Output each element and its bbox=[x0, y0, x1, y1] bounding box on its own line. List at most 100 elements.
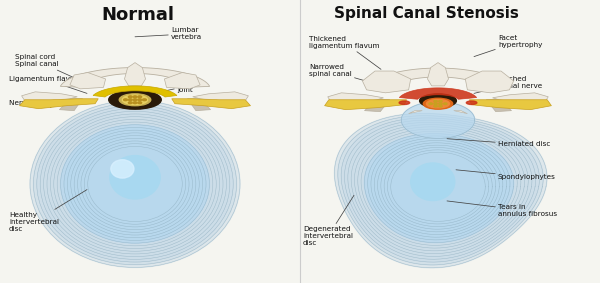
Ellipse shape bbox=[30, 100, 240, 267]
Ellipse shape bbox=[399, 101, 410, 104]
Circle shape bbox=[138, 96, 142, 98]
Polygon shape bbox=[454, 111, 467, 114]
Circle shape bbox=[128, 96, 132, 98]
Text: Healthy
intervertebral
disc: Healthy intervertebral disc bbox=[9, 190, 87, 232]
Ellipse shape bbox=[57, 122, 213, 246]
Polygon shape bbox=[427, 63, 448, 86]
Polygon shape bbox=[377, 143, 499, 232]
Polygon shape bbox=[470, 100, 551, 110]
Circle shape bbox=[429, 103, 433, 104]
Text: Lumbar
vertebra: Lumbar vertebra bbox=[135, 27, 202, 40]
Polygon shape bbox=[70, 72, 106, 89]
Polygon shape bbox=[164, 72, 200, 89]
Polygon shape bbox=[338, 116, 543, 265]
Polygon shape bbox=[391, 152, 485, 221]
Ellipse shape bbox=[81, 141, 189, 227]
Ellipse shape bbox=[110, 156, 160, 199]
Text: Facet
joint: Facet joint bbox=[153, 80, 196, 93]
Polygon shape bbox=[344, 120, 536, 259]
Ellipse shape bbox=[40, 109, 230, 259]
Ellipse shape bbox=[427, 100, 449, 108]
Ellipse shape bbox=[71, 133, 199, 235]
Circle shape bbox=[124, 99, 127, 101]
Polygon shape bbox=[367, 68, 509, 89]
Text: Herniated disc: Herniated disc bbox=[447, 139, 550, 147]
Polygon shape bbox=[381, 145, 496, 229]
Ellipse shape bbox=[54, 119, 216, 248]
Polygon shape bbox=[351, 125, 528, 254]
Polygon shape bbox=[334, 113, 547, 268]
Text: Narrowed
spinal canal: Narrowed spinal canal bbox=[309, 64, 384, 86]
Text: Degenerated
intervertebral
disc: Degenerated intervertebral disc bbox=[303, 195, 354, 246]
Polygon shape bbox=[348, 122, 532, 256]
Text: Ligamentum flavum: Ligamentum flavum bbox=[9, 76, 87, 93]
Circle shape bbox=[434, 105, 437, 107]
Polygon shape bbox=[401, 102, 475, 138]
Ellipse shape bbox=[34, 103, 236, 265]
Circle shape bbox=[434, 100, 437, 102]
Ellipse shape bbox=[64, 127, 206, 241]
Circle shape bbox=[143, 99, 146, 101]
Polygon shape bbox=[61, 68, 209, 87]
Ellipse shape bbox=[122, 95, 148, 104]
Polygon shape bbox=[187, 99, 211, 111]
Polygon shape bbox=[193, 92, 248, 103]
Polygon shape bbox=[374, 140, 503, 235]
Ellipse shape bbox=[466, 101, 477, 104]
Circle shape bbox=[439, 105, 442, 107]
Text: Nerve root: Nerve root bbox=[9, 100, 51, 108]
Polygon shape bbox=[361, 131, 517, 245]
Ellipse shape bbox=[44, 111, 226, 257]
Polygon shape bbox=[364, 134, 514, 243]
Ellipse shape bbox=[77, 138, 193, 230]
Ellipse shape bbox=[50, 117, 220, 251]
Polygon shape bbox=[328, 93, 383, 104]
Polygon shape bbox=[388, 150, 489, 224]
Ellipse shape bbox=[419, 94, 457, 108]
Polygon shape bbox=[466, 71, 514, 93]
Circle shape bbox=[138, 99, 142, 101]
Circle shape bbox=[434, 103, 437, 104]
Circle shape bbox=[443, 103, 447, 104]
Circle shape bbox=[128, 102, 132, 104]
Ellipse shape bbox=[424, 98, 453, 109]
Polygon shape bbox=[125, 63, 146, 86]
Ellipse shape bbox=[85, 144, 185, 224]
Ellipse shape bbox=[37, 106, 233, 262]
Text: Spondylophytes: Spondylophytes bbox=[456, 170, 556, 180]
Text: Facet
hypertrophy: Facet hypertrophy bbox=[474, 35, 542, 57]
Text: Spinal Canal Stenosis: Spinal Canal Stenosis bbox=[334, 6, 518, 21]
Text: Thickened
ligamentum flavum: Thickened ligamentum flavum bbox=[309, 36, 381, 69]
Ellipse shape bbox=[410, 163, 455, 201]
Text: Normal: Normal bbox=[101, 6, 175, 24]
Polygon shape bbox=[400, 88, 476, 99]
Circle shape bbox=[128, 99, 132, 101]
Polygon shape bbox=[365, 99, 390, 112]
Ellipse shape bbox=[119, 94, 151, 106]
Polygon shape bbox=[362, 71, 410, 93]
Polygon shape bbox=[172, 99, 251, 109]
Text: Tears in
annulus fibrosus: Tears in annulus fibrosus bbox=[447, 201, 557, 217]
Ellipse shape bbox=[67, 130, 203, 238]
Ellipse shape bbox=[88, 146, 182, 222]
Polygon shape bbox=[22, 92, 77, 103]
Text: Spinal cord
Spinal canal: Spinal cord Spinal canal bbox=[15, 54, 93, 86]
Polygon shape bbox=[358, 129, 521, 248]
Polygon shape bbox=[487, 99, 511, 112]
Polygon shape bbox=[355, 127, 524, 251]
Circle shape bbox=[133, 96, 137, 98]
Polygon shape bbox=[325, 100, 407, 110]
Text: Pinched
spinal nerve: Pinched spinal nerve bbox=[474, 76, 542, 93]
Polygon shape bbox=[19, 99, 98, 109]
Circle shape bbox=[439, 103, 442, 104]
Polygon shape bbox=[409, 111, 422, 114]
Circle shape bbox=[133, 102, 137, 104]
Ellipse shape bbox=[109, 90, 161, 109]
Polygon shape bbox=[493, 93, 548, 104]
Ellipse shape bbox=[111, 160, 134, 178]
Circle shape bbox=[439, 100, 442, 102]
Polygon shape bbox=[341, 118, 539, 262]
Polygon shape bbox=[93, 86, 177, 97]
Polygon shape bbox=[368, 136, 510, 240]
Circle shape bbox=[138, 102, 142, 104]
